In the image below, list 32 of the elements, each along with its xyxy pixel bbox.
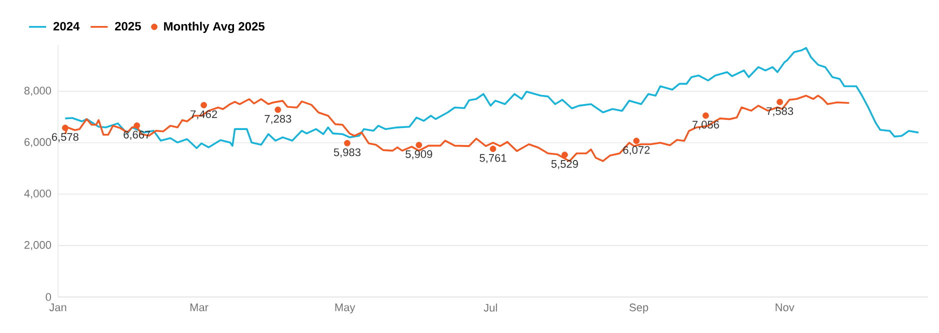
point	[633, 138, 640, 144]
point	[702, 112, 709, 119]
data-label: 5,761	[480, 154, 506, 164]
point	[776, 98, 784, 106]
legend-label: 2024	[53, 22, 80, 30]
x-tick-label: Nov	[776, 304, 794, 312]
y-tick-label: 6,000	[24, 138, 52, 148]
y-tick-label: 4,000	[24, 190, 52, 199]
y-tick-label: 8,000	[24, 86, 52, 96]
data-label: 7,583	[766, 107, 794, 116]
point	[344, 140, 350, 146]
data-label: 6,072	[623, 146, 650, 156]
point	[416, 142, 422, 148]
legend-label: Monthly Avg 2025	[164, 22, 265, 34]
y-tick-label: 0	[46, 293, 52, 301]
data-label: 5,909	[406, 150, 432, 160]
x-tick-label: Mar	[190, 304, 208, 312]
x-tick-label: Jan	[49, 304, 66, 312]
x-tick-label: Sep	[630, 304, 648, 314]
point	[490, 146, 496, 152]
data-label: 6,578	[52, 133, 78, 142]
data-label: 6,667	[124, 130, 150, 140]
data-label: 5,983	[334, 148, 360, 158]
x-tick-label: May	[335, 304, 356, 314]
data-label: 7,283	[264, 114, 292, 124]
legend-label: 2025	[115, 22, 141, 30]
data-label: 5,529	[551, 160, 578, 170]
x-tick-label: Jul	[484, 304, 497, 312]
point	[562, 152, 568, 158]
y-tick-label: 2,000	[24, 241, 52, 250]
point	[274, 106, 282, 113]
point	[200, 102, 208, 108]
